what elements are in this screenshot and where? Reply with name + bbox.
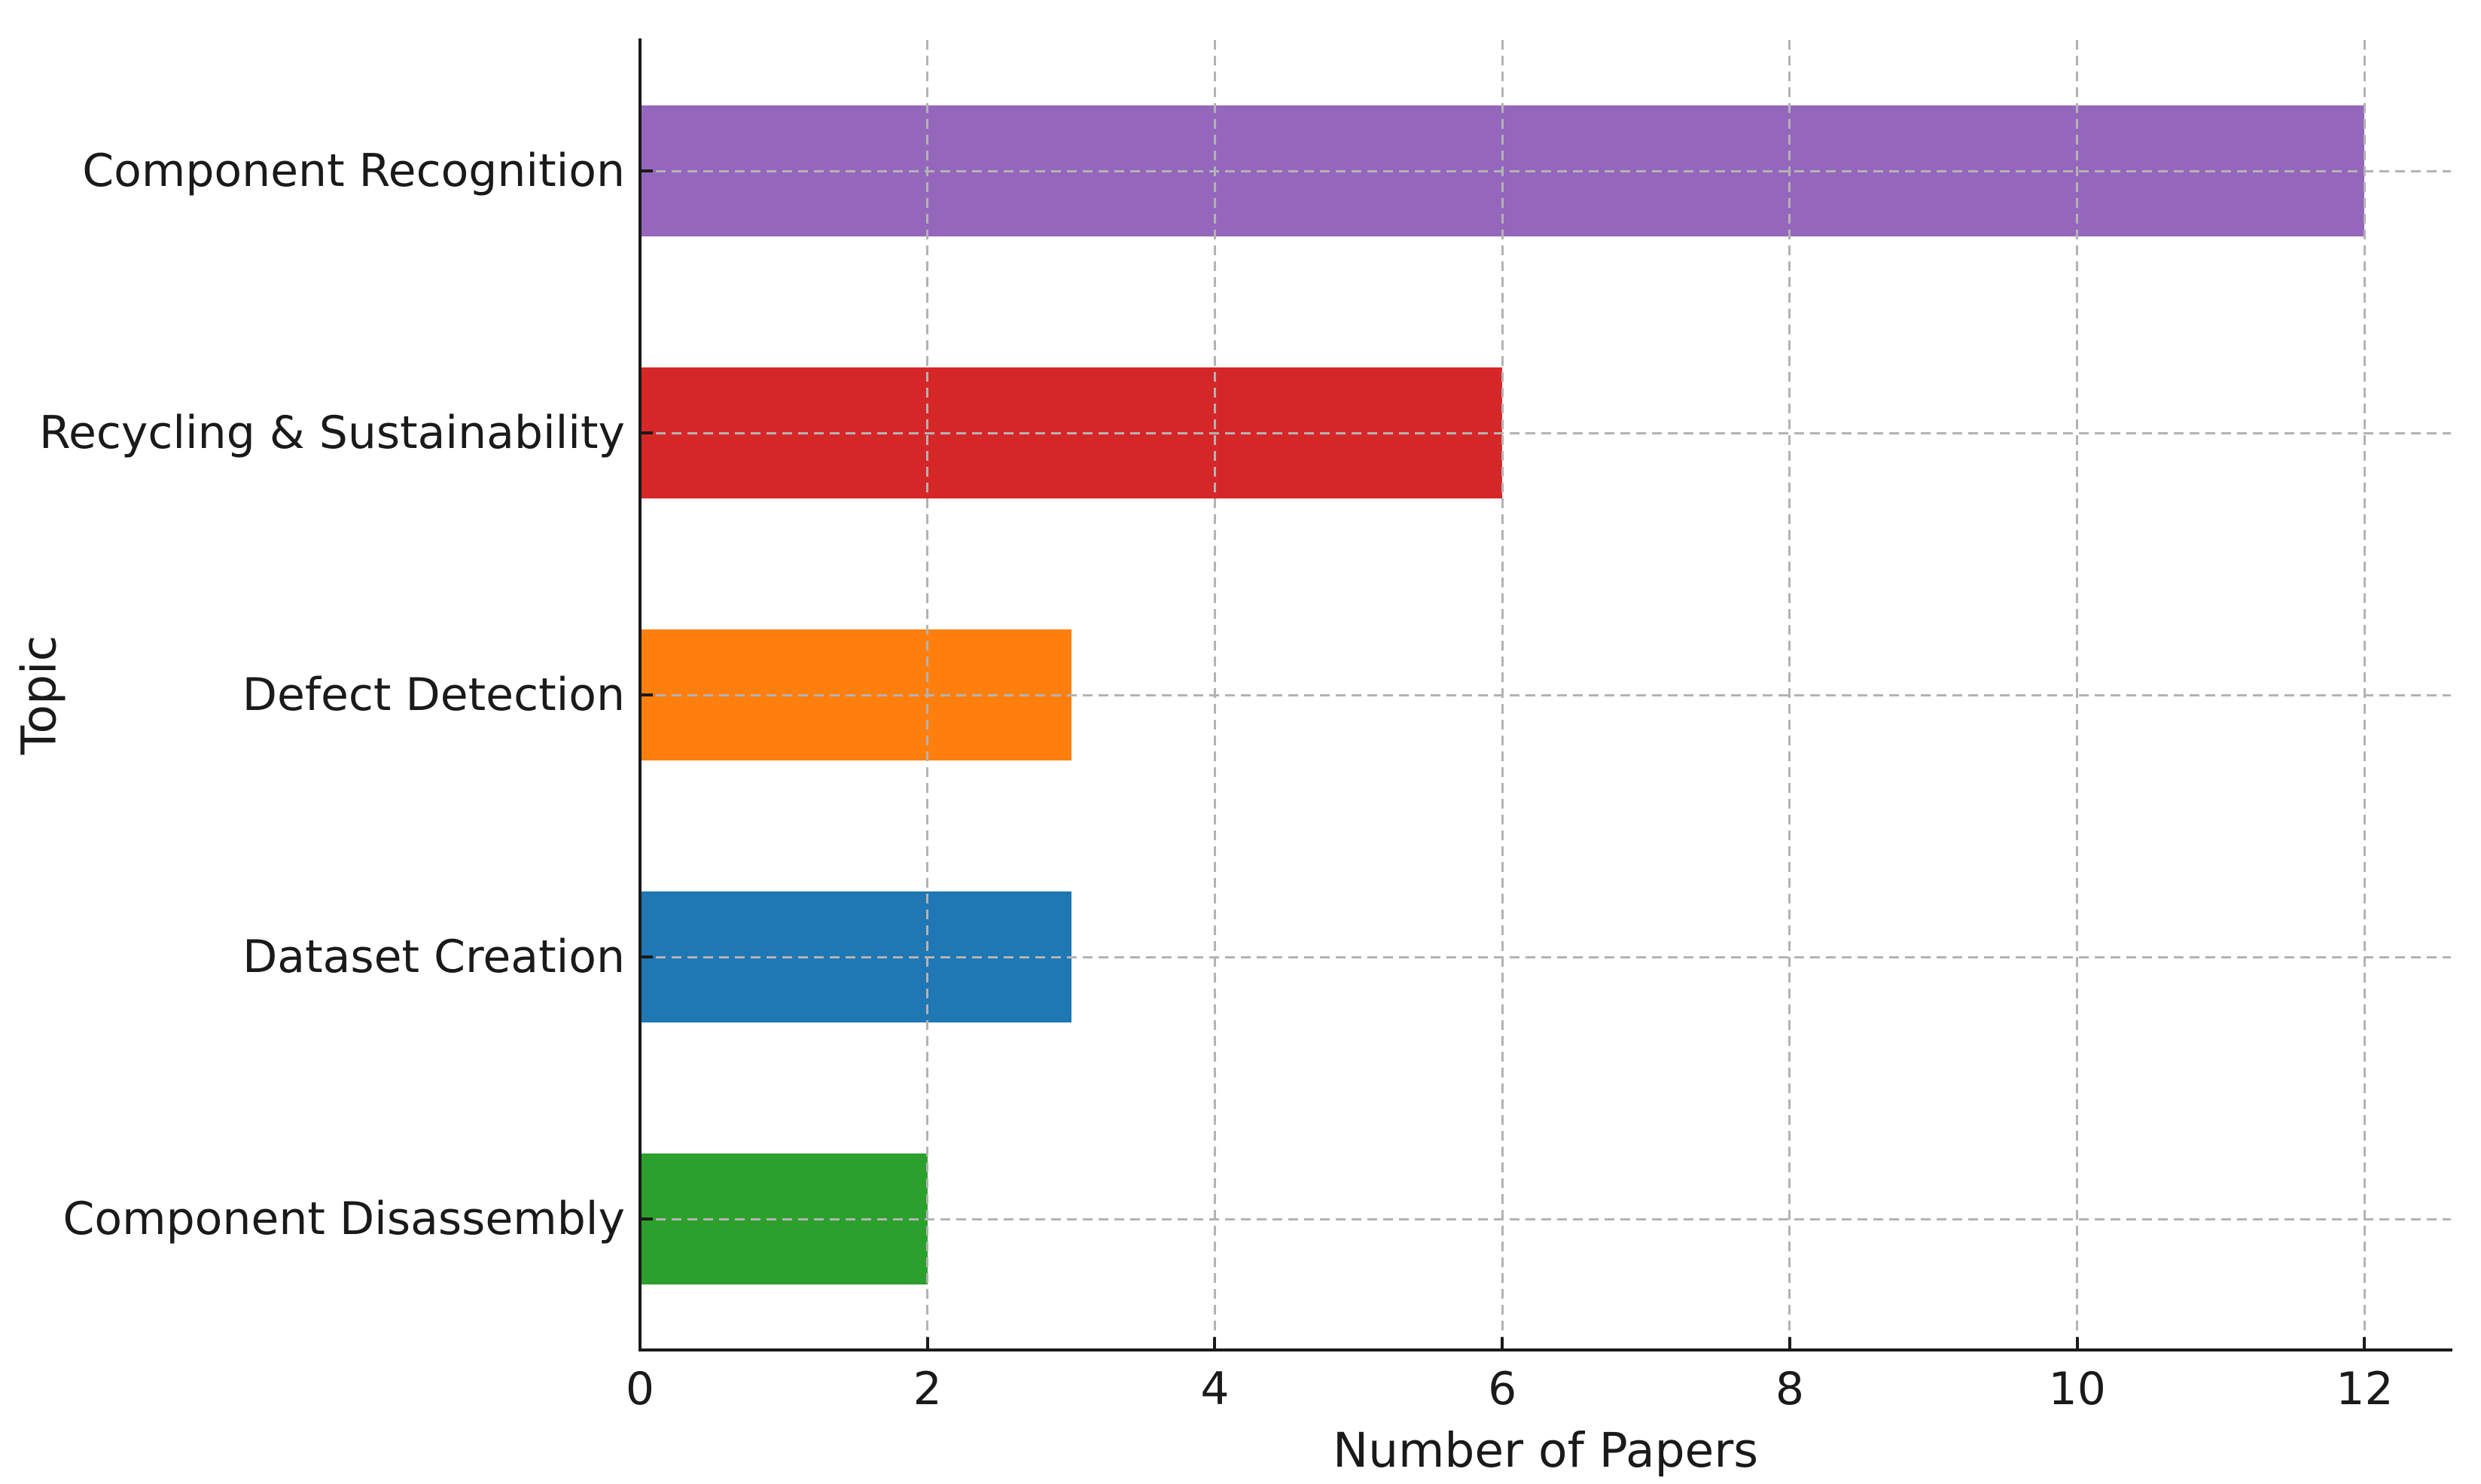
x-tick-label: 12	[2336, 1363, 2394, 1415]
x-tick-mark	[1213, 1337, 1217, 1350]
grid-line-vertical	[1788, 40, 1791, 1350]
x-tick-mark	[1788, 1337, 1791, 1350]
grid-line-horizontal	[640, 431, 2451, 434]
category-label: Dataset Creation	[242, 931, 625, 983]
x-tick-mark	[2075, 1337, 2079, 1350]
grid-line-horizontal	[640, 955, 2451, 958]
y-tick-mark	[640, 955, 653, 958]
x-tick-label: 8	[1775, 1363, 1805, 1415]
grid-line-vertical	[1213, 40, 1216, 1350]
x-tick-mark	[925, 1337, 929, 1350]
y-tick-mark	[640, 431, 653, 434]
y-tick-labels: Component Recognition Recycling & Sustain…	[0, 40, 625, 1350]
x-tick-mark	[1501, 1337, 1504, 1350]
plot-area	[639, 40, 2451, 1350]
x-tick-labels: 0 2 4 6 8 10 12	[626, 1363, 2451, 1432]
grid-line-vertical	[2076, 40, 2079, 1350]
y-tick-mark	[640, 169, 653, 172]
x-tick-label: 10	[2048, 1363, 2106, 1415]
grid-line-horizontal	[640, 1217, 2451, 1220]
x-tick-label: 2	[913, 1363, 942, 1415]
y-tick-mark	[640, 693, 653, 696]
grid-line-horizontal	[640, 169, 2451, 172]
x-axis-title: Number of Papers	[1332, 1423, 1759, 1478]
grid-layer	[640, 40, 2451, 1350]
x-tick-label: 4	[1200, 1363, 1230, 1415]
category-label: Recycling & Sustainability	[38, 407, 625, 459]
y-axis-spine	[639, 38, 642, 1351]
category-label: Component Disassembly	[62, 1193, 625, 1245]
category-label: Defect Detection	[242, 669, 625, 721]
x-tick-label: 0	[625, 1363, 655, 1415]
grid-line-vertical	[2363, 40, 2366, 1350]
category-label: Component Recognition	[82, 145, 625, 197]
x-tick-mark	[2363, 1337, 2367, 1350]
grid-line-horizontal	[640, 693, 2451, 696]
tick-marks-layer	[639, 40, 2451, 1350]
y-tick-mark	[640, 1217, 653, 1220]
grid-line-vertical	[1501, 40, 1504, 1350]
x-axis-spine	[639, 1348, 2452, 1351]
x-tick-label: 6	[1488, 1363, 1517, 1415]
grid-line-vertical	[926, 40, 929, 1350]
